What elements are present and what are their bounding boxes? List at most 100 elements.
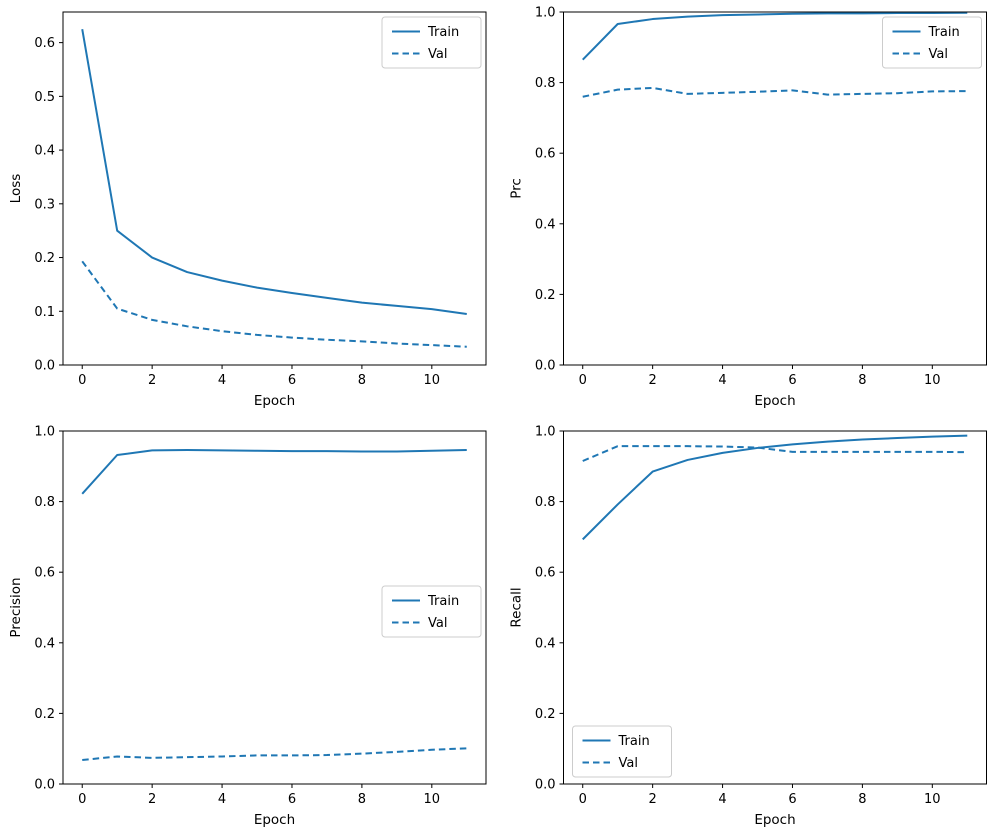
loss-legend: Train Val	[381, 16, 482, 69]
x-tick-label: 10	[424, 792, 441, 807]
y-tick-label: 0.2	[535, 707, 556, 722]
x-tick-label: 6	[788, 792, 796, 807]
recall-y-axis: 0.0 0.2 0.4 0.6 0.8 1.0	[535, 425, 564, 793]
x-tick-label: 0	[78, 792, 86, 807]
legend-box	[882, 16, 982, 69]
loss-x-axis: 0 2 4 6 8 10	[78, 365, 440, 388]
chart-loss: 0 2 4 6 8 10 0.0 0.1 0.2 0.3 0.4 0.5 0.6 Epoch Loss Tra…	[0, 0, 500, 419]
loss-chart-canvas: 0 2 4 6 8 10 0.0 0.1 0.2 0.3 0.4 0.5 0.6 Epoch Loss Tra…	[8, 11, 487, 409]
prc-x-axis: 0 2 4 6 8 10	[579, 365, 941, 388]
loss-y-axis: 0.0 0.1 0.2 0.3 0.4 0.5 0.6	[34, 36, 63, 374]
loss-val-line	[81, 260, 467, 348]
precision-x-axis: 0 2 4 6 8 10	[78, 784, 440, 807]
y-tick-label: 0.4	[34, 144, 55, 159]
x-tick-label: 0	[579, 373, 587, 388]
y-tick-label: 0.4	[535, 217, 556, 232]
x-tick-label: 4	[718, 792, 726, 807]
chart-recall: 0 2 4 6 8 10 0.0 0.2 0.4 0.6 0.8 1.0 Epoch Recall Trai…	[500, 419, 1001, 838]
chart-precision: 0 2 4 6 8 10 0.0 0.2 0.4 0.6 0.8 1.0 Epoch Precision T…	[0, 419, 500, 838]
x-tick-label: 6	[288, 792, 296, 807]
y-tick-label: 0.0	[34, 359, 55, 374]
prc-legend: Train Val	[882, 16, 982, 69]
y-tick-label: 0.8	[535, 495, 556, 510]
x-tick-label: 2	[148, 373, 156, 388]
precision-val-line	[82, 747, 467, 761]
x-tick-label: 10	[924, 373, 941, 388]
y-tick-label: 0.6	[535, 566, 556, 581]
prc-chart-canvas: 0 2 4 6 8 10 0.0 0.2 0.4 0.6 0.8 1.0 Epoch Prc Train Va…	[509, 6, 987, 409]
x-tick-label: 2	[649, 373, 657, 388]
y-tick-label: 0.2	[34, 251, 55, 266]
y-tick-label: 0.6	[535, 147, 556, 162]
legend-train-label: Train	[618, 734, 650, 749]
precision-y-axis-label: Precision	[8, 577, 24, 637]
y-tick-label: 0.3	[34, 197, 55, 212]
y-tick-label: 0.2	[535, 288, 556, 303]
precision-y-axis: 0.0 0.2 0.4 0.6 0.8 1.0	[34, 425, 63, 793]
y-tick-label: 0.5	[34, 90, 55, 105]
prc-x-axis-label: Epoch	[754, 393, 795, 409]
x-tick-label: 8	[858, 792, 866, 807]
legend-val-label: Val	[428, 616, 447, 631]
y-tick-label: 0.8	[34, 495, 55, 510]
x-tick-label: 8	[358, 373, 366, 388]
prc-y-axis-label: Prc	[509, 178, 525, 199]
y-tick-label: 1.0	[535, 6, 556, 21]
x-tick-label: 4	[218, 373, 226, 388]
legend-box	[381, 16, 482, 69]
legend-box	[572, 725, 672, 778]
x-tick-label: 4	[218, 792, 226, 807]
x-tick-label: 2	[649, 792, 657, 807]
x-tick-label: 8	[858, 373, 866, 388]
y-tick-label: 0.6	[34, 36, 55, 51]
legend-train-label: Train	[427, 25, 459, 40]
y-tick-label: 1.0	[34, 425, 55, 440]
y-tick-label: 0.8	[535, 76, 556, 91]
prc-val-line	[582, 86, 968, 98]
loss-x-axis-label: Epoch	[254, 393, 295, 409]
loss-axes-frame	[62, 11, 487, 366]
x-tick-label: 8	[358, 792, 366, 807]
precision-x-axis-label: Epoch	[254, 812, 295, 828]
precision-axes-frame	[62, 430, 487, 785]
legend-val-label: Val	[619, 756, 638, 771]
legend-box	[381, 585, 482, 638]
y-tick-label: 0.4	[34, 636, 55, 651]
y-tick-label: 0.6	[34, 566, 55, 581]
x-tick-label: 0	[579, 792, 587, 807]
recall-train-line	[582, 434, 968, 541]
y-tick-label: 0.1	[34, 305, 55, 320]
y-tick-label: 0.0	[535, 778, 556, 793]
x-tick-label: 6	[288, 373, 296, 388]
x-tick-label: 0	[78, 373, 86, 388]
precision-legend: Train Val	[381, 585, 482, 638]
recall-val-line	[582, 445, 968, 462]
precision-chart-canvas: 0 2 4 6 8 10 0.0 0.2 0.4 0.6 0.8 1.0 Epoch Precision T…	[8, 425, 487, 828]
x-tick-label: 10	[424, 373, 441, 388]
recall-x-axis: 0 2 4 6 8 10	[579, 784, 941, 807]
recall-legend: Train Val	[572, 725, 672, 778]
x-tick-label: 10	[924, 792, 941, 807]
y-tick-label: 0.2	[34, 707, 55, 722]
y-tick-label: 1.0	[535, 425, 556, 440]
x-tick-label: 6	[788, 373, 796, 388]
recall-y-axis-label: Recall	[509, 587, 525, 627]
y-tick-label: 0.0	[535, 359, 556, 374]
legend-val-label: Val	[428, 47, 447, 62]
prc-train-line	[582, 11, 968, 61]
recall-x-axis-label: Epoch	[754, 812, 795, 828]
legend-train-label: Train	[427, 594, 459, 609]
legend-train-label: Train	[928, 25, 960, 40]
prc-axes-frame	[563, 11, 987, 366]
loss-train-line	[81, 29, 467, 315]
chart-prc: 0 2 4 6 8 10 0.0 0.2 0.4 0.6 0.8 1.0 Epoch Prc Train Va…	[500, 0, 1001, 419]
prc-y-axis: 0.0 0.2 0.4 0.6 0.8 1.0	[535, 6, 564, 374]
y-tick-label: 0.4	[535, 636, 556, 651]
x-tick-label: 2	[148, 792, 156, 807]
loss-y-axis-label: Loss	[8, 174, 24, 204]
recall-chart-canvas: 0 2 4 6 8 10 0.0 0.2 0.4 0.6 0.8 1.0 Epoch Recall Trai…	[509, 425, 987, 828]
precision-train-line	[81, 449, 467, 495]
legend-val-label: Val	[929, 47, 948, 62]
y-tick-label: 0.0	[34, 778, 55, 793]
